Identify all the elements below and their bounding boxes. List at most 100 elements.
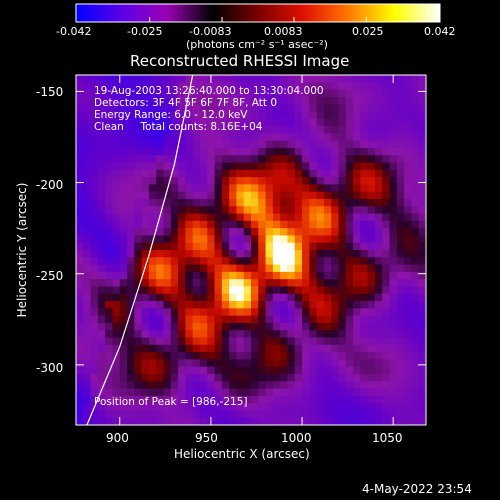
heatmap-cell: [280, 242, 289, 251]
heatmap-cell: [119, 279, 128, 288]
heatmap-cell: [323, 403, 332, 412]
heatmap-cell: [272, 104, 281, 113]
heatmap-cell: [382, 395, 391, 404]
heatmap-cell: [396, 147, 405, 156]
heatmap-cell: [229, 286, 238, 295]
heatmap-cell: [287, 417, 296, 425]
heatmap-cell: [170, 104, 179, 113]
heatmap-cell: [287, 126, 296, 134]
heatmap-cell: [396, 257, 405, 266]
plot-frame: [75, 74, 427, 426]
heatmap-cell: [251, 359, 259, 368]
heatmap-cell: [105, 96, 114, 105]
heatmap-cell: [90, 279, 99, 288]
heatmap-cell: [214, 293, 223, 302]
colorbar-tick-label: 0.0083: [264, 25, 303, 38]
heatmap-cell: [221, 198, 230, 207]
heatmap-cell: [287, 155, 296, 164]
heatmap-cell: [236, 242, 245, 251]
heatmap-cell: [382, 286, 391, 295]
heatmap-cell: [265, 220, 274, 229]
heatmap-cell: [221, 147, 230, 156]
heatmap-cell: [83, 403, 92, 412]
heatmap-cell: [156, 250, 165, 258]
heatmap-cell: [265, 403, 274, 412]
heatmap-cell: [105, 155, 114, 164]
heatmap-cell: [418, 147, 426, 156]
heatmap-cell: [411, 373, 420, 382]
heatmap-cell: [170, 366, 179, 375]
heatmap-cell: [280, 315, 289, 324]
heatmap-cell: [374, 337, 383, 346]
x-tick-label: 1050: [372, 431, 403, 445]
heatmap-cell: [90, 147, 99, 156]
heatmap-cell: [345, 118, 354, 127]
heatmap-cell: [294, 293, 303, 302]
heatmap-cell: [338, 308, 347, 317]
heatmap-cell: [105, 293, 114, 302]
heatmap-cell: [90, 104, 99, 113]
heatmap-cell: [396, 111, 405, 120]
heatmap-cell: [382, 198, 391, 207]
heatmap-cell: [221, 184, 230, 193]
heatmap-cell: [185, 257, 194, 266]
heatmap-cell: [148, 206, 157, 215]
heatmap-cell: [192, 359, 201, 368]
heatmap-cell: [221, 366, 230, 375]
heatmap-cell: [309, 395, 318, 404]
heatmap-cell: [345, 133, 354, 142]
heatmap-cell: [294, 315, 303, 324]
heatmap-cell: [418, 322, 426, 331]
heatmap-cell: [382, 279, 391, 288]
heatmap-cell: [404, 177, 413, 185]
heatmap-cell: [382, 220, 391, 229]
heatmap-cell: [236, 206, 245, 215]
heatmap-cell: [411, 388, 420, 397]
heatmap-cell: [141, 395, 150, 404]
heatmap-cell: [396, 337, 405, 346]
heatmap-cell: [236, 293, 245, 302]
heatmap-cell: [338, 198, 347, 207]
heatmap-cell: [411, 228, 420, 237]
heatmap-cell: [214, 82, 223, 91]
heatmap-cell: [389, 228, 398, 237]
heatmap-cell: [185, 235, 194, 244]
heatmap-cell: [141, 271, 150, 280]
heatmap-cell: [367, 410, 376, 419]
heatmap-cell: [221, 417, 230, 425]
heatmap-cell: [134, 191, 143, 200]
heatmap-cell: [170, 111, 179, 120]
heatmap-cell: [280, 191, 289, 200]
heatmap-cell: [236, 403, 245, 412]
heatmap-cell: [207, 388, 216, 397]
heatmap-cell: [178, 330, 186, 339]
heatmap-cell: [199, 155, 208, 164]
heatmap-cell: [97, 315, 106, 324]
heatmap-cell: [229, 301, 238, 309]
heatmap-cell: [316, 126, 325, 134]
heatmap-cell: [83, 235, 92, 244]
heatmap-cell: [221, 104, 230, 113]
heatmap-cell: [353, 206, 361, 215]
heatmap-cell: [156, 89, 165, 98]
heatmap-cell: [83, 126, 92, 134]
heatmap-cell: [360, 228, 369, 237]
heatmap-cell: [323, 359, 332, 368]
heatmap-cell: [316, 177, 325, 185]
heatmap-cell: [178, 104, 186, 113]
heatmap-cell: [141, 206, 150, 215]
heatmap-cell: [367, 373, 376, 382]
heatmap-cell: [134, 381, 143, 390]
heatmap-cell: [163, 315, 172, 324]
heatmap-cell: [345, 220, 354, 229]
heatmap-cell: [163, 417, 172, 425]
heatmap-cell: [360, 133, 369, 142]
heatmap-cell: [353, 162, 361, 171]
heatmap-cell: [199, 177, 208, 185]
heatmap-cell: [316, 337, 325, 346]
heatmap-cell: [389, 330, 398, 339]
heatmap-cell: [178, 155, 186, 164]
heatmap-cell: [374, 264, 383, 273]
heatmap-cell: [229, 242, 238, 251]
heatmap-cell: [345, 250, 354, 258]
